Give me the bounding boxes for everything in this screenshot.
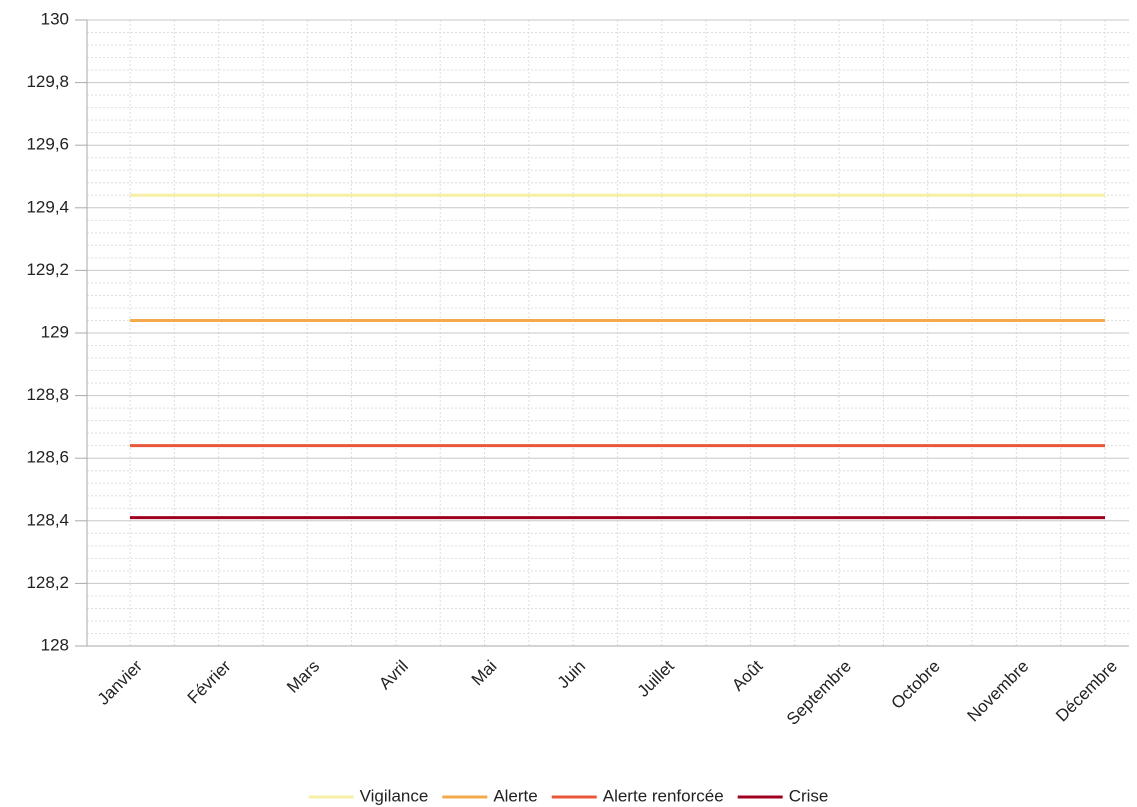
legend: Vigilance Alerte Alerte renforcée Crise	[308, 786, 829, 805]
y-tick-label: 130	[41, 9, 69, 28]
y-tick-label: 128,4	[26, 510, 69, 529]
x-tick-label: Février	[184, 656, 235, 707]
x-tick-label: Octobre	[888, 657, 944, 713]
x-tick-label: Décembre	[1052, 657, 1121, 726]
legend-label: Vigilance	[360, 786, 429, 805]
y-tick-label: 128,2	[26, 573, 69, 592]
x-tick-label: Mars	[283, 657, 323, 697]
x-tick-label: Novembre	[963, 657, 1032, 726]
y-tick-label: 129,4	[26, 197, 69, 216]
y-tick-label: 129,2	[26, 260, 69, 279]
legend-label: Crise	[789, 786, 829, 805]
y-tick-label: 128,8	[26, 385, 69, 404]
y-tick-label: 128,6	[26, 448, 69, 467]
x-tick-label: Août	[728, 656, 766, 694]
x-tick-label: Juin	[554, 657, 589, 692]
y-tick-label: 129	[41, 322, 69, 341]
legend-label: Alerte renforcée	[603, 786, 724, 805]
y-tick-label: 129,6	[26, 135, 69, 154]
y-tick-label: 128	[41, 635, 69, 654]
x-tick-label: Septembre	[783, 657, 855, 729]
legend-label: Alerte	[493, 786, 537, 805]
x-tick-label: Juillet	[634, 656, 678, 700]
x-tick-label: Janvier	[94, 656, 146, 708]
x-tick-label: Avril	[375, 657, 412, 694]
y-tick-label: 129,8	[26, 72, 69, 91]
x-tick-label: Mai	[468, 657, 501, 690]
